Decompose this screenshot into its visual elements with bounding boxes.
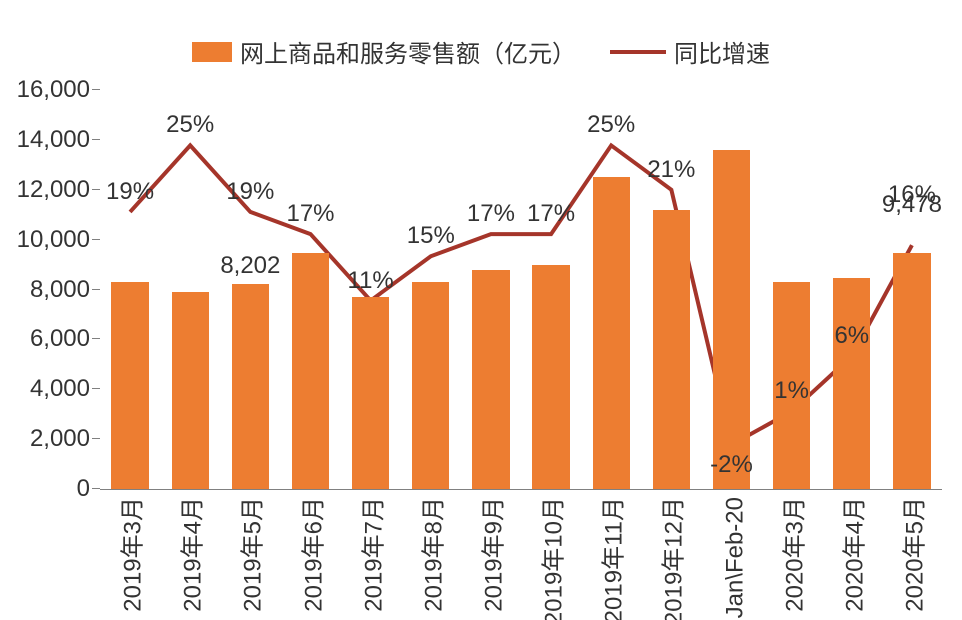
x-axis-label: 2019年3月: [122, 497, 146, 612]
legend-item-line: 同比增速: [610, 34, 770, 69]
legend-bar-label: 网上商品和服务零售额（亿元）: [240, 34, 576, 69]
y-axis-tick-label: 8,000: [0, 278, 90, 302]
x-axis-label: 2019年10月: [543, 497, 567, 620]
growth-pct-label: 17%: [527, 202, 575, 226]
y-axis-tick: [92, 139, 100, 140]
x-axis-label: 2019年12月: [663, 497, 687, 620]
y-axis-tick: [92, 289, 100, 290]
bar: [232, 284, 269, 489]
growth-pct-label: 21%: [647, 158, 695, 182]
y-axis-tick: [92, 388, 100, 389]
x-axis-label: 2020年3月: [783, 497, 807, 612]
bar: [472, 270, 509, 489]
bar-value-label: 8,202: [220, 254, 280, 278]
bar: [893, 253, 930, 489]
x-axis-label: 2019年6月: [302, 497, 326, 612]
y-axis-tick-label: 6,000: [0, 327, 90, 351]
bar: [653, 210, 690, 489]
growth-pct-label: 17%: [467, 202, 515, 226]
x-axis-label: 2019年5月: [242, 497, 266, 612]
growth-pct-label: 25%: [587, 113, 635, 137]
y-axis-tick-label: 14,000: [0, 128, 90, 152]
legend-swatch-line: [610, 50, 666, 54]
legend-item-bar: 网上商品和服务零售额（亿元）: [192, 34, 576, 69]
x-axis-label: Jan\Feb-20: [723, 497, 747, 618]
y-axis-tick: [92, 89, 100, 90]
y-axis-tick: [92, 438, 100, 439]
legend-swatch-bar: [192, 42, 232, 62]
bar: [111, 282, 148, 489]
x-axis-label: 2019年7月: [362, 497, 386, 612]
x-axis-label: 2019年4月: [182, 497, 206, 612]
y-axis-tick: [92, 189, 100, 190]
growth-pct-label: 19%: [226, 180, 274, 204]
growth-pct-label: -2%: [710, 453, 753, 477]
legend: 网上商品和服务零售额（亿元） 同比增速: [0, 34, 962, 69]
growth-line: [100, 90, 942, 489]
y-axis-tick-label: 4,000: [0, 377, 90, 401]
y-axis-tick-label: 12,000: [0, 178, 90, 202]
bar: [412, 282, 449, 489]
bar: [532, 265, 569, 489]
y-axis-tick-label: 0: [0, 477, 90, 501]
x-axis-label: 2020年5月: [904, 497, 928, 612]
growth-pct-label: 19%: [106, 180, 154, 204]
growth-pct-label: 17%: [286, 202, 334, 226]
y-axis-tick-label: 2,000: [0, 427, 90, 451]
y-axis-tick-label: 16,000: [0, 78, 90, 102]
growth-pct-label: 6%: [834, 324, 869, 348]
bar: [593, 177, 630, 489]
growth-pct-label: 1%: [774, 379, 809, 403]
bar: [713, 150, 750, 489]
y-axis-tick: [92, 338, 100, 339]
plot-area: 02,0004,0006,0008,00010,00012,00014,0001…: [100, 90, 942, 490]
bar: [292, 253, 329, 489]
legend-line-label: 同比增速: [674, 34, 770, 69]
y-axis-tick-label: 10,000: [0, 228, 90, 252]
growth-pct-label: 15%: [407, 224, 455, 248]
y-axis-tick: [92, 239, 100, 240]
growth-pct-label: 25%: [166, 113, 214, 137]
growth-pct-label: 16%: [888, 183, 936, 207]
x-axis-label: 2019年11月: [603, 497, 627, 620]
growth-pct-label: 11%: [348, 269, 394, 293]
bar: [833, 278, 870, 489]
x-axis-label: 2020年4月: [843, 497, 867, 612]
bar: [352, 297, 389, 489]
y-axis-tick: [92, 488, 100, 489]
chart-container: 网上商品和服务零售额（亿元） 同比增速 02,0004,0006,0008,00…: [0, 0, 962, 620]
x-axis-label: 2019年9月: [483, 497, 507, 612]
bar: [172, 292, 209, 489]
x-axis-label: 2019年8月: [422, 497, 446, 612]
